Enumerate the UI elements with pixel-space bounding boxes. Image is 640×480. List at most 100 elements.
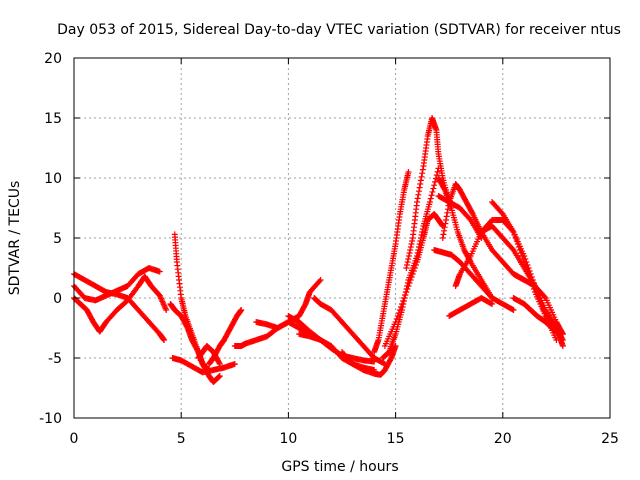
data-point bbox=[519, 253, 526, 259]
series-track-13 bbox=[311, 295, 388, 367]
data-point bbox=[216, 373, 223, 379]
y-tick-label: -10 bbox=[39, 411, 62, 427]
data-point bbox=[441, 224, 448, 231]
series-track-15 bbox=[371, 169, 412, 355]
data-point bbox=[559, 343, 566, 349]
data-point bbox=[401, 295, 408, 301]
data-point bbox=[409, 238, 416, 244]
data-point bbox=[393, 316, 400, 322]
data-point bbox=[404, 259, 411, 265]
data-point bbox=[316, 278, 323, 285]
data-point bbox=[408, 274, 415, 280]
data-point bbox=[216, 359, 223, 366]
data-point bbox=[400, 298, 407, 304]
y-tick-label: 15 bbox=[44, 111, 62, 127]
data-point bbox=[429, 188, 436, 195]
data-point bbox=[404, 286, 411, 292]
data-point bbox=[518, 250, 525, 256]
data-points bbox=[71, 115, 566, 385]
data-point bbox=[163, 307, 170, 313]
series-track-2 bbox=[71, 273, 170, 335]
data-point bbox=[434, 168, 441, 175]
data-point bbox=[417, 177, 424, 184]
data-point bbox=[396, 307, 403, 313]
y-axis-title: SDTVAR / TECUs bbox=[7, 181, 23, 296]
data-point bbox=[156, 268, 163, 275]
data-point bbox=[414, 195, 421, 202]
data-point bbox=[394, 313, 401, 319]
series-track-6 bbox=[169, 355, 238, 376]
data-point bbox=[444, 206, 451, 213]
data-point bbox=[416, 184, 423, 191]
data-point bbox=[411, 265, 418, 271]
series-track-26 bbox=[510, 295, 566, 349]
x-tick-label: 25 bbox=[601, 431, 619, 447]
data-point bbox=[419, 170, 426, 177]
series-track-27 bbox=[510, 271, 566, 337]
data-point bbox=[419, 166, 426, 173]
data-point bbox=[559, 331, 566, 337]
data-point bbox=[403, 289, 410, 295]
data-point bbox=[407, 247, 414, 253]
data-point bbox=[406, 250, 413, 256]
data-point bbox=[516, 247, 523, 253]
x-tick-label: 20 bbox=[494, 431, 512, 447]
data-point bbox=[397, 304, 404, 310]
data-point bbox=[443, 213, 450, 220]
data-point bbox=[442, 220, 449, 227]
data-point bbox=[431, 182, 438, 189]
data-point bbox=[409, 271, 416, 277]
data-point bbox=[513, 238, 520, 244]
data-point bbox=[161, 337, 168, 343]
data-point bbox=[541, 293, 548, 300]
data-point bbox=[405, 169, 412, 175]
data-point bbox=[412, 262, 419, 268]
y-tick-label: 10 bbox=[44, 171, 62, 187]
data-point bbox=[406, 280, 413, 286]
data-point bbox=[407, 277, 414, 283]
data-point bbox=[441, 227, 448, 234]
axis-ticks: 0 5 10 15 20 25 -10 -5 0 5 10 15 20 bbox=[39, 51, 619, 447]
data-point bbox=[231, 361, 238, 367]
data-point bbox=[515, 244, 522, 250]
x-tick-label: 5 bbox=[177, 431, 186, 447]
data-point bbox=[216, 361, 223, 367]
data-point bbox=[317, 277, 324, 283]
data-point bbox=[405, 253, 412, 259]
data-point bbox=[428, 192, 435, 199]
series-track-14 bbox=[339, 343, 399, 378]
series-track-7 bbox=[206, 307, 245, 367]
data-point bbox=[489, 301, 496, 307]
y-tick-label: 20 bbox=[44, 51, 62, 67]
data-point bbox=[405, 283, 412, 289]
y-tick-label: 0 bbox=[53, 291, 62, 307]
data-point bbox=[510, 307, 517, 313]
series-track-23 bbox=[446, 295, 496, 319]
series-track-22 bbox=[431, 247, 517, 313]
data-point bbox=[512, 235, 519, 241]
data-point bbox=[405, 256, 412, 262]
data-point bbox=[439, 235, 446, 241]
y-tick-label: 5 bbox=[53, 231, 62, 247]
data-point bbox=[408, 241, 415, 247]
x-tick-label: 0 bbox=[70, 431, 79, 447]
data-point bbox=[392, 319, 399, 325]
x-tick-label: 15 bbox=[387, 431, 405, 447]
data-point bbox=[440, 231, 447, 238]
data-point bbox=[395, 310, 402, 316]
data-point bbox=[427, 195, 434, 202]
series-track-8 bbox=[195, 343, 223, 367]
data-point bbox=[514, 241, 521, 247]
data-point bbox=[417, 181, 424, 187]
series-track-20 bbox=[439, 181, 528, 283]
x-tick-label: 10 bbox=[279, 431, 297, 447]
data-point bbox=[510, 229, 517, 235]
data-point bbox=[432, 178, 439, 185]
series-track-18 bbox=[403, 115, 453, 271]
data-point bbox=[403, 265, 410, 271]
y-tick-label: -5 bbox=[48, 351, 62, 367]
data-point bbox=[403, 262, 410, 268]
